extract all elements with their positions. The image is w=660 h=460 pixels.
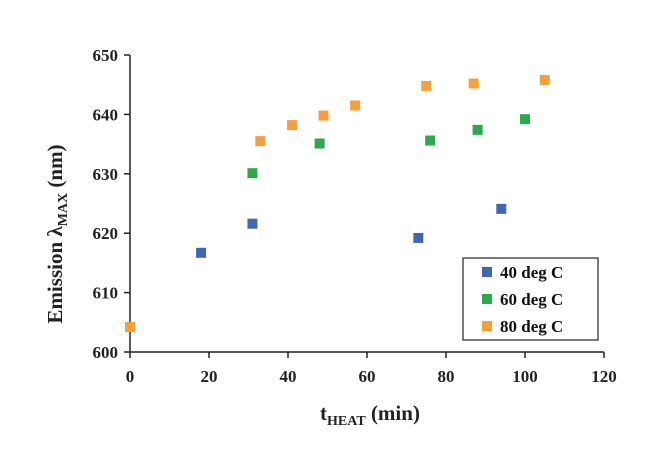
data-point-60-deg-c — [472, 124, 483, 135]
legend: 40 deg C 60 deg C 80 deg C — [462, 257, 599, 341]
data-point-40-deg-c — [247, 218, 258, 229]
x-tick-label: 60 — [359, 367, 376, 386]
data-point-80-deg-c — [286, 120, 297, 131]
data-point-80-deg-c — [125, 322, 135, 333]
data-point-80-deg-c — [421, 80, 432, 91]
data-point-60-deg-c — [247, 168, 258, 179]
legend-label: 60 deg C — [500, 290, 563, 309]
x-tick-label: 100 — [512, 367, 538, 386]
data-point-80-deg-c — [468, 78, 479, 89]
data-point-60-deg-c — [520, 114, 530, 125]
x-ticks: 0 20 40 60 80 100 120 — [126, 352, 617, 386]
x-tick-label: 120 — [591, 367, 617, 386]
data-point-40-deg-c — [196, 247, 207, 258]
y-tick-label: 600 — [93, 343, 119, 362]
legend-marker — [482, 267, 492, 277]
x-tick-label: 80 — [438, 367, 455, 386]
data-point-80-deg-c — [255, 136, 266, 147]
legend-marker — [482, 294, 492, 304]
data-point-40-deg-c — [413, 232, 424, 243]
data-point-60-deg-c — [425, 135, 436, 146]
legend-label: 80 deg C — [500, 317, 563, 336]
y-tick-label: 610 — [93, 284, 119, 303]
data-point-80-deg-c — [350, 100, 361, 111]
y-tick-label: 650 — [93, 46, 119, 65]
x-tick-label: 40 — [280, 367, 297, 386]
y-ticks: 600 610 620 630 640 650 — [93, 46, 130, 362]
data-point-40-deg-c — [496, 203, 507, 214]
x-tick-label: 0 — [126, 367, 135, 386]
legend-label: 40 deg C — [500, 263, 563, 282]
x-axis-title: tHEAT (min) — [320, 401, 420, 429]
y-tick-label: 630 — [93, 165, 119, 184]
x-tick-label: 20 — [201, 367, 218, 386]
data-point-80-deg-c — [318, 110, 329, 121]
legend-marker — [482, 321, 492, 331]
data-points — [125, 74, 550, 333]
data-point-80-deg-c — [539, 74, 550, 85]
y-tick-label: 640 — [93, 105, 119, 124]
y-tick-label: 620 — [93, 224, 119, 243]
y-axis-title: Emission λMAX (nm) — [43, 144, 71, 323]
data-point-60-deg-c — [314, 138, 325, 149]
